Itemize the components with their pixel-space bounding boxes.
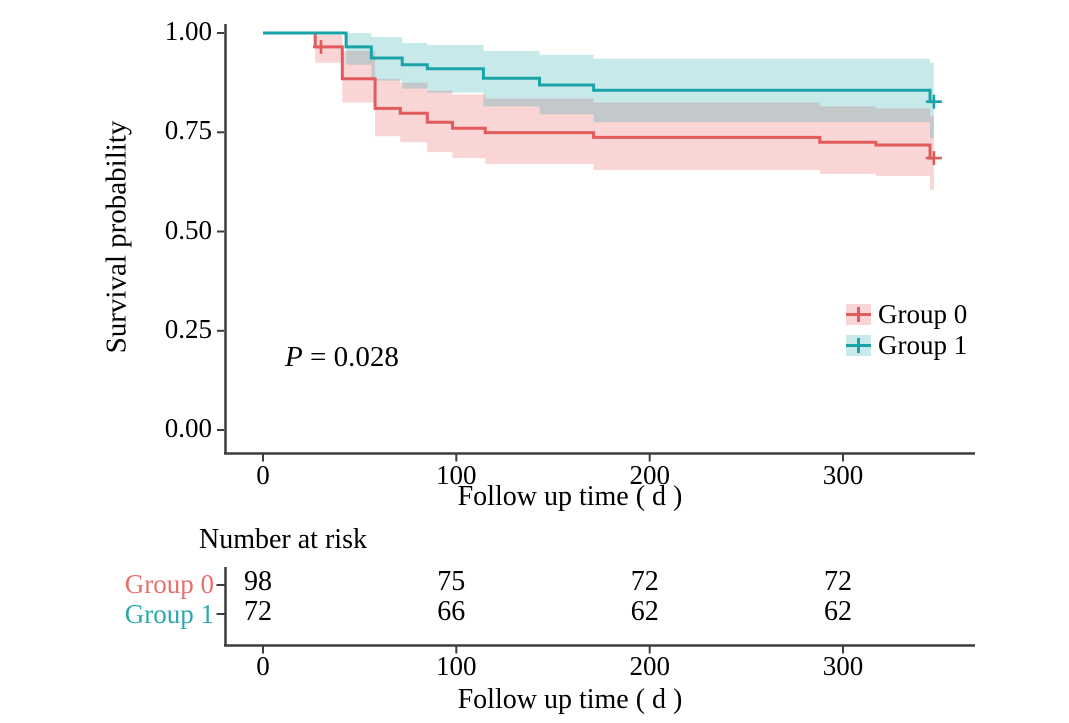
x-tick-label: 200 [629,460,670,490]
legend-item-group-1: Group 1 [846,330,967,361]
ci-band-group-1 [346,33,934,139]
pvalue-text: = 0.028 [302,341,399,373]
ci-band-group-0 [315,35,934,190]
x-tick-label: 100 [436,460,477,490]
risk-row-label-group-0: Group 0 [124,569,214,599]
x-tick-label: 0 [256,460,270,490]
risk-count: 98 [244,566,272,597]
risk-x-tick-label: 0 [256,651,270,681]
legend-item-group-0: Group 0 [846,299,967,330]
risk-count: 66 [437,596,466,627]
y-tick-label: 0.75 [164,115,212,146]
risk-x-tick-label: 300 [822,651,864,681]
legend-cross-icon [857,338,860,353]
risk-table-title: Number at risk [199,524,367,555]
y-tick-label: 1.00 [164,16,212,46]
x-axis-title: Follow up time ( d ) [457,481,683,512]
pvalue-annotation: P = 0.028 [285,341,399,374]
y-tick-label: 0.50 [164,214,212,245]
survival-curve-group-0 [263,31,934,160]
risk-x-axis-title: Follow up time ( d ) [457,684,683,715]
risk-row-label-group-1: Group 1 [124,599,214,629]
legend-key-icon-group-1 [846,335,871,356]
risk-count: 72 [824,566,852,597]
legend-label-group-1: Group 1 [878,330,968,360]
legend: Group 0 Group 1 [846,299,967,361]
risk-x-tick-label: 100 [436,651,477,681]
legend-cross-icon [857,307,860,322]
risk-count: 75 [437,566,466,597]
risk-count: 72 [244,596,272,627]
legend-key-icon-group-0 [846,304,871,325]
survival-curve-group-1 [263,31,934,104]
risk-x-tick-label: 200 [629,651,670,681]
pvalue-symbol: P [285,341,303,373]
y-tick-label: 0.00 [164,413,212,443]
risk-count: 62 [630,596,659,627]
x-tick-label: 300 [822,460,864,490]
legend-label-group-0: Group 0 [878,299,968,329]
risk-count: 72 [630,566,659,597]
risk-count: 62 [824,596,852,627]
y-tick-label: 0.25 [164,313,212,344]
